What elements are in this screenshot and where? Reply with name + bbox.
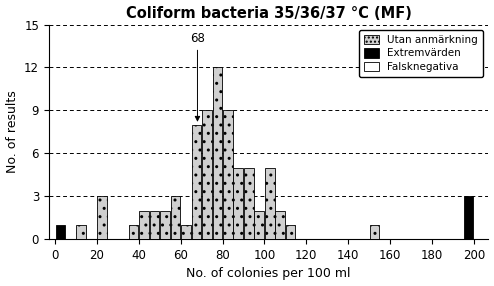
Bar [160, 210, 170, 239]
Bar [77, 225, 86, 239]
Bar [244, 168, 253, 239]
Bar [223, 110, 233, 239]
Title: Coliform bacteria 35/36/37 °C (MF): Coliform bacteria 35/36/37 °C (MF) [125, 5, 412, 21]
Bar [170, 196, 180, 239]
Text: 68: 68 [190, 32, 205, 121]
Bar [286, 225, 295, 239]
X-axis label: No. of colonies per 100 ml: No. of colonies per 100 ml [186, 267, 351, 281]
Bar [265, 168, 275, 239]
Bar [254, 210, 264, 239]
Bar [192, 125, 201, 239]
Legend: Utan anmärkning, Extremvärden, Falsknegativa: Utan anmärkning, Extremvärden, Falsknega… [359, 30, 483, 77]
Bar [234, 168, 243, 239]
Bar [464, 196, 473, 239]
Bar [55, 225, 65, 239]
Bar [129, 225, 138, 239]
Bar [139, 210, 149, 239]
Bar [212, 67, 222, 239]
Bar [181, 225, 191, 239]
Bar [275, 210, 285, 239]
Bar [97, 196, 107, 239]
Bar [370, 225, 379, 239]
Y-axis label: No. of results: No. of results [5, 90, 19, 173]
Bar [150, 210, 160, 239]
Bar [202, 110, 212, 239]
